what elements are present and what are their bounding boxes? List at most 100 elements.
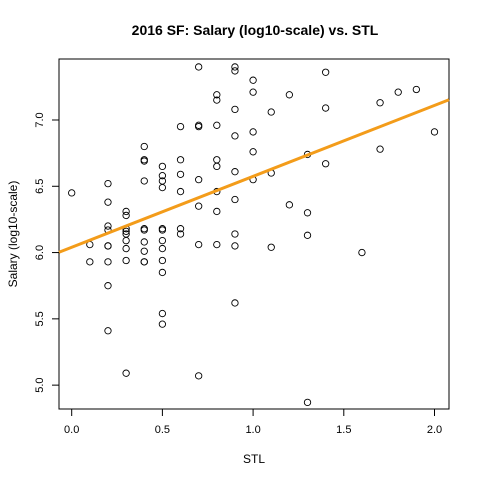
x-tick-label: 1.0 bbox=[245, 424, 260, 436]
fit-line-group bbox=[58, 98, 450, 254]
regression-line bbox=[58, 98, 450, 254]
x-tick-label: 2.0 bbox=[427, 424, 442, 436]
data-point bbox=[195, 122, 203, 131]
data-point bbox=[376, 99, 384, 107]
data-point bbox=[140, 226, 148, 234]
data-point bbox=[195, 372, 203, 380]
data-point bbox=[376, 145, 384, 153]
data-point bbox=[249, 76, 257, 84]
data-point bbox=[104, 222, 112, 230]
y-tick-label: 7.0 bbox=[34, 112, 46, 127]
data-point bbox=[249, 88, 257, 96]
data-point bbox=[231, 242, 239, 250]
data-point bbox=[213, 96, 221, 104]
data-point bbox=[104, 327, 112, 335]
data-point bbox=[158, 244, 167, 253]
data-point bbox=[195, 175, 203, 184]
data-point bbox=[267, 243, 275, 251]
plot-frame bbox=[58, 58, 450, 410]
data-point bbox=[231, 230, 239, 238]
data-point bbox=[158, 226, 167, 234]
data-point bbox=[322, 68, 330, 76]
data-point bbox=[231, 67, 239, 75]
data-point bbox=[158, 309, 167, 318]
data-point bbox=[122, 227, 130, 235]
data-point bbox=[285, 201, 294, 209]
data-point bbox=[430, 128, 439, 136]
data-point bbox=[249, 148, 257, 156]
data-point bbox=[213, 91, 221, 99]
y-axis-label: Salary (log10-scale) bbox=[6, 181, 20, 288]
data-point bbox=[158, 172, 167, 180]
x-tick-label: 0.0 bbox=[64, 424, 79, 436]
data-point bbox=[158, 268, 167, 277]
data-point bbox=[231, 63, 239, 71]
data-point bbox=[213, 156, 221, 164]
data-point bbox=[158, 162, 167, 171]
data-point bbox=[412, 85, 420, 94]
data-point bbox=[213, 207, 221, 216]
data-point bbox=[104, 258, 112, 266]
data-point bbox=[213, 240, 221, 249]
data-point bbox=[231, 195, 239, 204]
data-point bbox=[231, 105, 239, 114]
data-point bbox=[394, 88, 402, 96]
data-point bbox=[176, 156, 185, 164]
data-point bbox=[140, 247, 148, 255]
data-point bbox=[140, 177, 148, 185]
data-point bbox=[267, 108, 275, 116]
data-point bbox=[122, 211, 130, 220]
data-point bbox=[303, 209, 312, 217]
data-points bbox=[68, 63, 439, 407]
data-point bbox=[249, 128, 257, 136]
data-point bbox=[322, 160, 330, 168]
data-point bbox=[122, 207, 130, 216]
data-point bbox=[140, 142, 148, 151]
data-point bbox=[195, 240, 203, 249]
data-point bbox=[195, 202, 203, 210]
data-point bbox=[176, 230, 185, 238]
data-point bbox=[231, 168, 239, 176]
data-point bbox=[358, 248, 366, 257]
data-point bbox=[176, 187, 185, 196]
data-point bbox=[231, 299, 239, 307]
data-point bbox=[104, 282, 112, 290]
data-point bbox=[122, 256, 130, 265]
data-point bbox=[195, 63, 203, 71]
x-axis-label: STL bbox=[243, 452, 265, 466]
data-point bbox=[86, 258, 94, 266]
y-tick-label: 6.5 bbox=[34, 179, 46, 194]
data-point bbox=[140, 238, 148, 246]
data-point bbox=[158, 183, 167, 192]
data-point bbox=[303, 231, 312, 239]
data-point bbox=[68, 189, 76, 197]
data-point bbox=[322, 104, 330, 112]
x-tick-label: 0.5 bbox=[155, 424, 170, 436]
data-point bbox=[176, 225, 185, 233]
y-tick-label: 5.0 bbox=[34, 377, 46, 392]
data-point bbox=[104, 179, 112, 188]
chart-title: 2016 SF: Salary (log10-scale) vs. STL bbox=[132, 22, 379, 38]
data-point bbox=[104, 242, 112, 250]
data-point bbox=[104, 198, 112, 206]
data-point bbox=[213, 162, 221, 171]
y-tick-label: 6.0 bbox=[34, 245, 46, 260]
data-point bbox=[122, 244, 130, 253]
data-point bbox=[122, 236, 130, 245]
x-axis: 0.0 0.5 1.0 1.5 2.0 bbox=[64, 409, 442, 436]
data-point bbox=[285, 91, 294, 99]
data-point bbox=[231, 132, 239, 140]
x-tick-label: 1.5 bbox=[336, 424, 351, 436]
y-axis: 5.0 5.5 6.0 6.5 7.0 bbox=[34, 112, 59, 393]
y-tick-label: 5.5 bbox=[34, 311, 46, 326]
data-point bbox=[213, 121, 221, 129]
data-point bbox=[176, 122, 185, 131]
data-point bbox=[176, 170, 185, 178]
data-point bbox=[158, 256, 167, 265]
data-point bbox=[158, 320, 167, 328]
data-point bbox=[140, 258, 148, 266]
data-point bbox=[303, 398, 312, 407]
data-point bbox=[122, 369, 130, 377]
data-point bbox=[140, 157, 148, 165]
